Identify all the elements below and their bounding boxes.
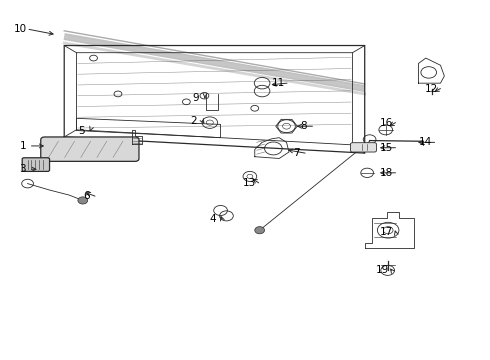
Text: 17: 17 bbox=[380, 227, 393, 237]
Text: 9: 9 bbox=[193, 93, 199, 103]
Text: 12: 12 bbox=[425, 84, 438, 94]
Text: 3: 3 bbox=[20, 164, 26, 174]
Text: 8: 8 bbox=[300, 121, 307, 131]
Text: 15: 15 bbox=[380, 143, 393, 153]
Text: 18: 18 bbox=[380, 168, 393, 178]
FancyBboxPatch shape bbox=[41, 137, 139, 161]
FancyBboxPatch shape bbox=[22, 158, 49, 171]
FancyBboxPatch shape bbox=[350, 143, 376, 152]
Circle shape bbox=[78, 197, 88, 204]
Text: 4: 4 bbox=[210, 215, 217, 224]
Text: 5: 5 bbox=[78, 126, 85, 135]
Text: 16: 16 bbox=[380, 118, 393, 128]
Text: 1: 1 bbox=[20, 141, 26, 151]
Text: 6: 6 bbox=[83, 191, 90, 201]
Text: 7: 7 bbox=[293, 148, 299, 158]
Text: 13: 13 bbox=[243, 178, 256, 188]
Text: 2: 2 bbox=[191, 116, 197, 126]
Text: 11: 11 bbox=[271, 78, 285, 88]
Circle shape bbox=[255, 226, 265, 234]
Text: 14: 14 bbox=[419, 138, 432, 147]
Text: 19: 19 bbox=[376, 265, 390, 275]
Text: 10: 10 bbox=[14, 24, 27, 35]
